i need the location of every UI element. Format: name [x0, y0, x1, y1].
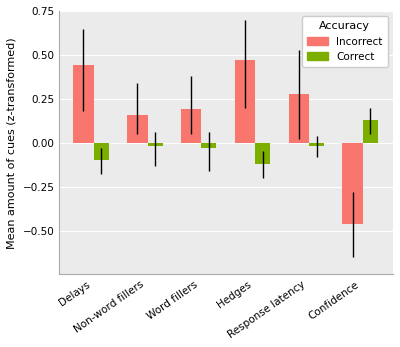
Bar: [363, 120, 378, 143]
Bar: [309, 143, 324, 146]
Y-axis label: Mean amount of cues (z-transformed): Mean amount of cues (z-transformed): [7, 37, 17, 248]
Bar: [73, 65, 94, 143]
Bar: [255, 143, 270, 164]
Legend: Incorrect, Correct: Incorrect, Correct: [302, 16, 388, 67]
Bar: [148, 143, 163, 146]
Bar: [289, 93, 309, 143]
Bar: [235, 60, 255, 143]
Bar: [127, 115, 148, 143]
Bar: [201, 143, 216, 148]
Bar: [342, 143, 363, 223]
Bar: [181, 109, 201, 143]
Bar: [94, 143, 109, 160]
